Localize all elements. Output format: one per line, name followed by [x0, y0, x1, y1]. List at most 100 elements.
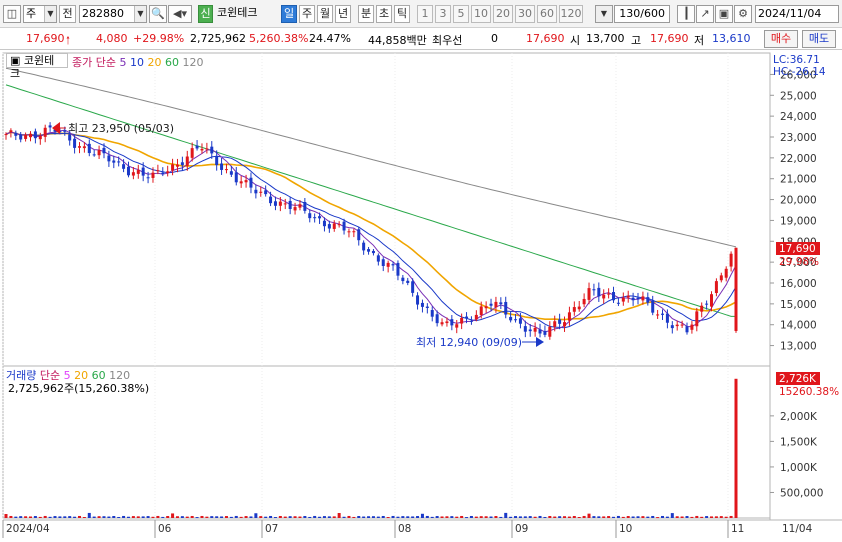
low-annotation: 최저 12,940 (09/09): [416, 336, 544, 349]
volume-bar: [97, 516, 101, 518]
candle-body: [28, 133, 32, 138]
candle: [347, 228, 351, 238]
volume-bar: [509, 516, 513, 518]
speaker-icon[interactable]: ◀▾: [168, 5, 192, 23]
count-input[interactable]: 130/600: [614, 5, 670, 23]
volume-bar: [342, 516, 346, 518]
candle-body: [460, 317, 464, 324]
y-tick-label: 16,000: [780, 278, 817, 290]
high-label: 고: [631, 34, 642, 47]
price-change-pct: +29.98%: [133, 32, 185, 45]
stock-code-input[interactable]: 282880 ▼: [79, 5, 147, 23]
period-tab-second[interactable]: 초: [376, 5, 392, 23]
interval-button[interactable]: 3: [435, 5, 451, 23]
volume-bar: [43, 515, 47, 518]
buy-button[interactable]: 매수: [764, 30, 798, 48]
period-tab-minute[interactable]: 분: [358, 5, 374, 23]
candle: [166, 165, 170, 177]
current-price: 17,690: [26, 32, 65, 45]
y-tick-label: 26,000: [780, 69, 817, 81]
candle-body: [592, 289, 596, 291]
candle: [631, 292, 635, 306]
candle: [465, 312, 469, 324]
volume-bar: [533, 516, 537, 518]
volume-bar: [308, 516, 312, 518]
interval-button[interactable]: 5: [453, 5, 469, 23]
candle: [509, 311, 513, 323]
volume-bar: [239, 516, 243, 518]
interval-button[interactable]: 20: [493, 5, 513, 23]
volume-tick-label: 1,000K: [780, 462, 818, 474]
candle-body: [474, 314, 478, 320]
period-tab-month[interactable]: 월: [317, 5, 333, 23]
candle-body: [719, 275, 723, 281]
candle-body: [151, 172, 155, 178]
stock-chart[interactable]: 26,000 25,000 24,000 23,000 22,000 21,000 20,0…: [0, 50, 842, 542]
gear-icon[interactable]: ⚙: [734, 5, 752, 23]
candle: [273, 196, 277, 211]
volume-bar: [710, 516, 714, 518]
y-tick-label: 21,000: [780, 174, 817, 186]
candle-body: [185, 156, 189, 166]
line-chart-icon[interactable]: ↗: [696, 5, 714, 23]
candle-body: [14, 132, 18, 136]
period-tab-year[interactable]: 년: [335, 5, 351, 23]
volume-bar: [156, 515, 160, 518]
y-tick-label: 19,000: [780, 215, 817, 227]
ma20-legend: 20: [147, 56, 162, 69]
search-icon[interactable]: 🔍: [149, 5, 167, 23]
volume-bar: [73, 516, 77, 518]
period-tab-tick[interactable]: 틱: [394, 5, 410, 23]
prefix-button[interactable]: 전: [59, 5, 76, 23]
chart-toolbar: ◫ 주 ▼ 전 282880 ▼ 🔍 ◀▾ 신 코윈테크 일 주 월 년 분 초…: [0, 0, 842, 28]
volume-bar: [460, 515, 464, 518]
price-pane-title[interactable]: ▣ 코윈테크: [6, 53, 68, 80]
period-tab-day[interactable]: 일: [281, 5, 297, 23]
market-type-select[interactable]: 주 ▼: [23, 5, 57, 23]
candle: [220, 157, 224, 175]
candle-body: [445, 321, 449, 324]
interval-button[interactable]: 60: [537, 5, 557, 23]
volume-bar: [518, 516, 522, 518]
period-tab-week[interactable]: 주: [299, 5, 315, 23]
volume-bar: [14, 516, 18, 518]
candle-icon[interactable]: ▕▏: [677, 5, 695, 23]
candle-body: [734, 247, 738, 331]
candle-body: [509, 316, 513, 321]
candle: [131, 167, 135, 180]
interval-button[interactable]: 10: [471, 5, 491, 23]
sell-button[interactable]: 매도: [802, 30, 836, 48]
chart-canvas[interactable]: 26,000 25,000 24,000 23,000 22,000 21,000 20,0…: [0, 50, 842, 542]
interval-custom-select[interactable]: ▼: [595, 5, 613, 23]
candle: [283, 198, 287, 210]
layout-icon[interactable]: ◫: [3, 5, 21, 23]
candle: [254, 184, 258, 199]
candle-body: [126, 166, 130, 176]
save-icon[interactable]: ▣: [715, 5, 733, 23]
volume-bar: [327, 516, 331, 518]
candle-body: [504, 301, 508, 315]
candle: [582, 293, 586, 308]
volume-bar: [313, 515, 317, 518]
volume-bar: [77, 515, 81, 518]
volume-bar: [367, 516, 371, 518]
candle-body: [146, 177, 150, 179]
volume-bar: [661, 515, 665, 518]
candle: [474, 310, 478, 322]
candle: [494, 296, 498, 313]
candle: [288, 196, 292, 215]
volume-pane-name[interactable]: 거래량: [6, 369, 37, 382]
volume-bar: [82, 517, 86, 519]
interval-button[interactable]: 120: [559, 5, 583, 23]
volume-bar: [440, 516, 444, 518]
volume-bar: [24, 516, 28, 518]
candle-body: [729, 253, 733, 267]
candle: [68, 130, 72, 146]
interval-button[interactable]: 1: [417, 5, 433, 23]
candle-body: [665, 313, 669, 323]
candle: [342, 218, 346, 235]
candle: [391, 261, 395, 271]
date-input[interactable]: 2024/11/04: [755, 5, 839, 23]
interval-button[interactable]: 30: [515, 5, 535, 23]
volume-bar: [577, 517, 581, 519]
